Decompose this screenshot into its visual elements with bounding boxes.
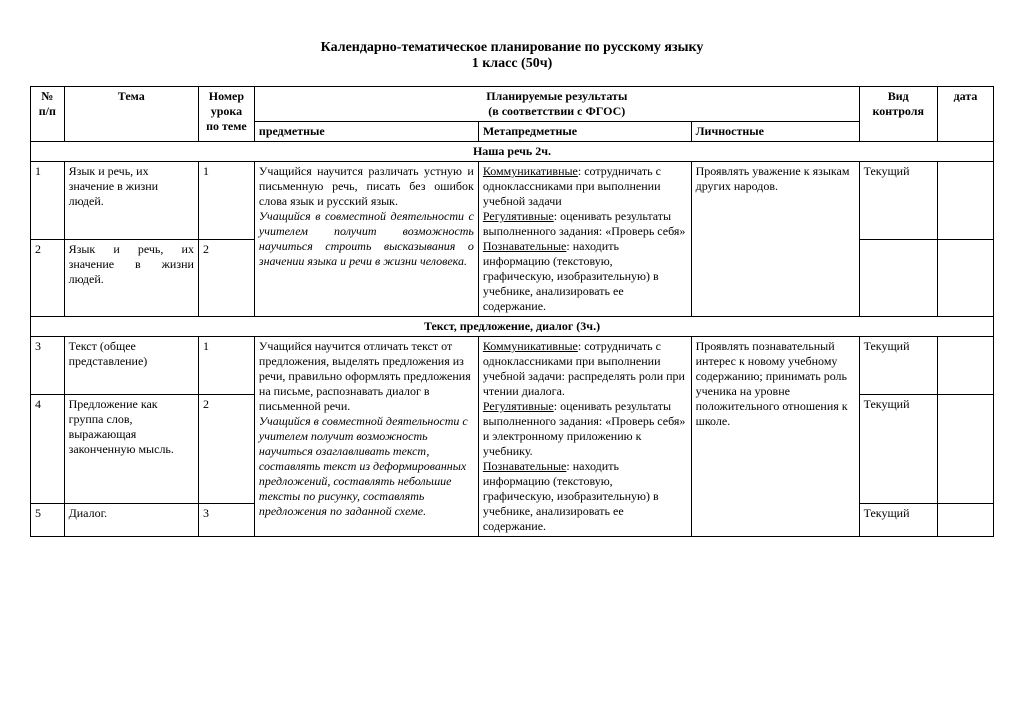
meta-h3: Познавательные [483, 239, 567, 253]
cell-subject: Учащийся научится отличать текст от пред… [254, 337, 478, 537]
cell-lesson: 1 [198, 337, 254, 395]
subj-italic: Учащийся в совместной деятельности с учи… [259, 209, 474, 268]
cell-date [937, 395, 993, 503]
h-date: дата [937, 87, 993, 142]
h-personal: Личностные [691, 122, 859, 142]
cell-num: 5 [31, 503, 65, 536]
h-results: Планируемые результаты (в соответствии с… [254, 87, 859, 122]
section1-title-row: Наша речь 2ч. [31, 142, 994, 162]
cell-date [937, 162, 993, 240]
meta-h2: Регулятивные [483, 209, 554, 223]
meta-h2: Регулятивные [483, 399, 554, 413]
cell-control: Текущий [859, 337, 937, 395]
cell-date [937, 337, 993, 395]
table-row: 3 Текст (общее представление) 1 Учащийся… [31, 337, 994, 395]
h-topic: Тема [64, 87, 198, 142]
cell-control: Текущий [859, 503, 937, 536]
cell-lesson: 3 [198, 503, 254, 536]
h-control: Вид контроля [859, 87, 937, 142]
cell-topic: Язык и речь, их значение в жизни людей. [64, 239, 198, 317]
plan-table: № п/п Тема Номер урока по теме Планируем… [30, 86, 994, 537]
cell-topic: Текст (общее представление) [64, 337, 198, 395]
cell-control [859, 239, 937, 317]
h-meta: Метапредметные [478, 122, 691, 142]
meta-h1: Коммуникативные [483, 339, 578, 353]
cell-topic: Диалог. [64, 503, 198, 536]
h-results-l1: Планируемые результаты [486, 89, 627, 103]
subj-plain: Учащийся научится отличать текст от пред… [259, 339, 471, 413]
cell-lesson: 2 [198, 395, 254, 503]
section2-title: Текст, предложение, диалог (3ч.) [31, 317, 994, 337]
cell-meta: Коммуникативные: сотрудничать с одноклас… [478, 337, 691, 537]
h-num: № п/п [31, 87, 65, 142]
h-results-l2: (в соответствии с ФГОС) [488, 104, 625, 118]
cell-num: 3 [31, 337, 65, 395]
cell-control: Текущий [859, 162, 937, 240]
cell-personal: Проявлять познавательный интерес к новом… [691, 337, 859, 537]
section2-title-row: Текст, предложение, диалог (3ч.) [31, 317, 994, 337]
cell-meta: Коммуникативные: сотрудничать с одноклас… [478, 162, 691, 317]
cell-lesson: 2 [198, 239, 254, 317]
cell-date [937, 503, 993, 536]
meta-h1: Коммуникативные [483, 164, 578, 178]
subj-plain: Учащийся научится различать устную и пис… [259, 164, 474, 208]
h-subject: предметные [254, 122, 478, 142]
cell-num: 1 [31, 162, 65, 240]
table-row: 1 Язык и речь, их значение в жизни людей… [31, 162, 994, 240]
cell-date [937, 239, 993, 317]
cell-topic: Предложение как группа слов, выражающая … [64, 395, 198, 503]
cell-control: Текущий [859, 395, 937, 503]
header-row-1: № п/п Тема Номер урока по теме Планируем… [31, 87, 994, 122]
section1-title: Наша речь 2ч. [31, 142, 994, 162]
cell-topic: Язык и речь, их значение в жизни людей. [64, 162, 198, 240]
cell-personal: Проявлять уважение к языкам других народ… [691, 162, 859, 317]
doc-title-2: 1 класс (50ч) [30, 56, 994, 72]
cell-lesson: 1 [198, 162, 254, 240]
cell-num: 2 [31, 239, 65, 317]
h-lesson: Номер урока по теме [198, 87, 254, 142]
cell-subject: Учащийся научится различать устную и пис… [254, 162, 478, 317]
doc-title-1: Календарно-тематическое планирование по … [30, 40, 994, 56]
cell-num: 4 [31, 395, 65, 503]
subj-italic: Учащийся в совместной деятельности с учи… [259, 414, 468, 518]
meta-h3: Познавательные [483, 459, 567, 473]
